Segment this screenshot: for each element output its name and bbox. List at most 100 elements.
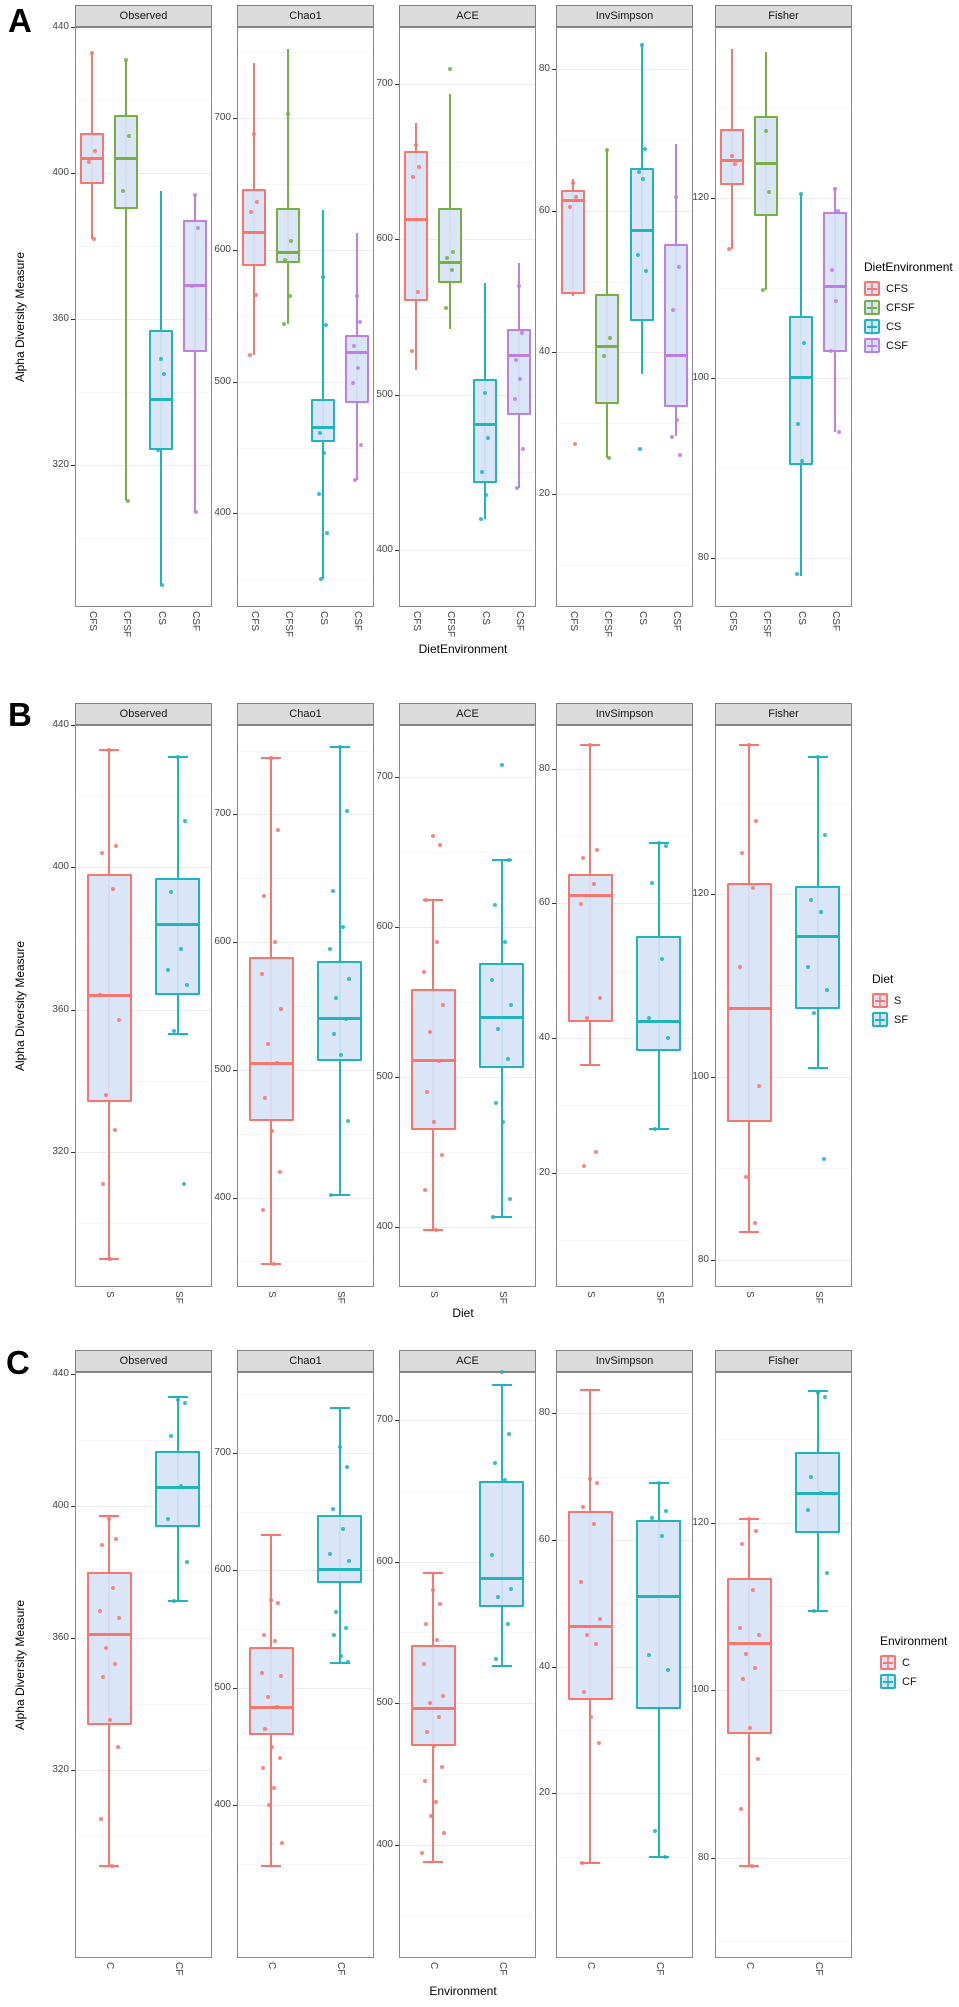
median-line	[720, 158, 745, 162]
gridline-minor	[76, 1835, 211, 1837]
gridline-minor	[716, 985, 851, 987]
jitter-point	[341, 1527, 346, 1532]
gridline-minor	[76, 796, 211, 798]
jitter-point	[323, 322, 328, 327]
jitter-point	[479, 470, 484, 475]
y-tick-mark	[395, 927, 399, 929]
legend-item-label: SF	[894, 1013, 909, 1026]
y-tick-mark	[71, 1505, 75, 1507]
gridline-major	[238, 942, 373, 944]
jitter-point	[520, 446, 525, 451]
y-tick-mark	[395, 1227, 399, 1229]
jitter-point	[588, 1477, 593, 1482]
y-tick-mark	[233, 381, 237, 383]
legend-items: S SF	[872, 991, 908, 1029]
y-tick-label: 20	[538, 487, 550, 499]
jitter-point	[801, 340, 806, 345]
jitter-point	[642, 146, 647, 151]
jitter-point	[513, 358, 518, 363]
y-tick-label: 440	[52, 21, 69, 32]
legend-key-median	[875, 1018, 885, 1021]
y-tick-label: 80	[697, 1253, 709, 1265]
y-tick-label: 600	[214, 243, 231, 255]
gridline-major	[238, 1197, 373, 1199]
jitter-point	[834, 299, 839, 304]
x-tick-label: C	[744, 1962, 756, 1970]
jitter-point	[263, 1095, 268, 1100]
jitter-point	[595, 847, 600, 852]
gridline-minor	[716, 287, 851, 289]
jitter-point	[499, 1370, 504, 1374]
gridline-minor	[400, 1773, 535, 1775]
jitter-point	[87, 159, 92, 164]
jitter-point	[434, 940, 439, 945]
whisker-cap	[261, 1263, 282, 1265]
jitter-point	[602, 353, 607, 358]
x-tick-label: C	[266, 1962, 278, 1970]
box	[720, 128, 745, 186]
median-line	[795, 934, 841, 938]
jitter-point	[161, 371, 166, 376]
jitter-point	[275, 1061, 280, 1066]
whisker-cap	[648, 1855, 669, 1858]
jitter-point	[181, 1181, 186, 1186]
gridline-major	[400, 549, 535, 551]
jitter-point	[283, 258, 288, 263]
jitter-point	[608, 336, 613, 341]
gridline-major	[557, 352, 692, 354]
gridline-major	[400, 777, 535, 779]
jitter-point	[662, 1854, 667, 1859]
legend-title: Diet	[872, 972, 894, 986]
median-line	[80, 156, 105, 160]
gridline-major	[557, 1793, 692, 1795]
median-line	[629, 229, 654, 233]
x-axis-title: Environment	[429, 1984, 497, 1998]
gridline-minor	[238, 579, 373, 581]
jitter-point	[108, 1256, 113, 1261]
jitter-point	[417, 164, 422, 169]
jitter-point	[812, 1608, 817, 1613]
jitter-point	[649, 881, 654, 886]
box	[114, 114, 139, 210]
jitter-point	[155, 448, 160, 453]
jitter-point	[808, 898, 813, 903]
jitter-point	[431, 1587, 436, 1592]
median-line	[726, 1006, 772, 1010]
jitter-point	[269, 756, 274, 761]
jitter-point	[346, 1660, 351, 1665]
gridline-minor	[238, 1133, 373, 1135]
jitter-point	[503, 940, 508, 945]
gridline-minor	[238, 750, 373, 752]
facet-strip: Observed	[75, 5, 212, 27]
gridline-minor	[76, 391, 211, 393]
gridline-minor	[238, 1629, 373, 1631]
y-tick-label: 400	[214, 1799, 231, 1811]
median-line	[561, 198, 586, 202]
jitter-point	[828, 348, 833, 353]
jitter-point	[97, 993, 102, 998]
gridline-major	[238, 1453, 373, 1455]
jitter-point	[166, 968, 171, 973]
box	[479, 1480, 525, 1607]
y-tick-mark	[711, 1857, 715, 1859]
y-tick-mark	[233, 1805, 237, 1807]
gridline-major	[557, 1172, 692, 1174]
median-line	[438, 261, 463, 265]
median-line	[636, 1019, 682, 1023]
gridline-major	[557, 1037, 692, 1039]
whisker-cap	[580, 1063, 601, 1066]
gridline-major	[76, 1769, 211, 1771]
y-tick-label: 60	[538, 897, 550, 909]
jitter-point	[262, 894, 267, 899]
y-tick-label: 600	[376, 1555, 393, 1567]
facet-strip: ACE	[399, 703, 536, 725]
jitter-point	[432, 1743, 437, 1748]
y-tick-label: 80	[697, 551, 709, 563]
whisker-cap	[739, 1864, 760, 1867]
facet-strip: Chao1	[237, 703, 374, 725]
box	[410, 988, 456, 1130]
gridline-major	[400, 1561, 535, 1563]
y-tick-label: 20	[538, 1166, 550, 1178]
jitter-point	[182, 819, 187, 824]
